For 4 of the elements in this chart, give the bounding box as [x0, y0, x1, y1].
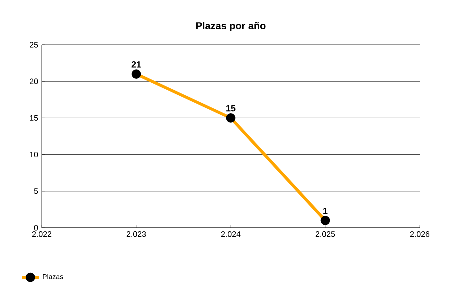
data-label: 15 — [226, 105, 236, 112]
chart-title: Plazas por año — [196, 22, 266, 32]
data-label: 21 — [132, 61, 142, 68]
data-label: 1 — [324, 208, 328, 214]
